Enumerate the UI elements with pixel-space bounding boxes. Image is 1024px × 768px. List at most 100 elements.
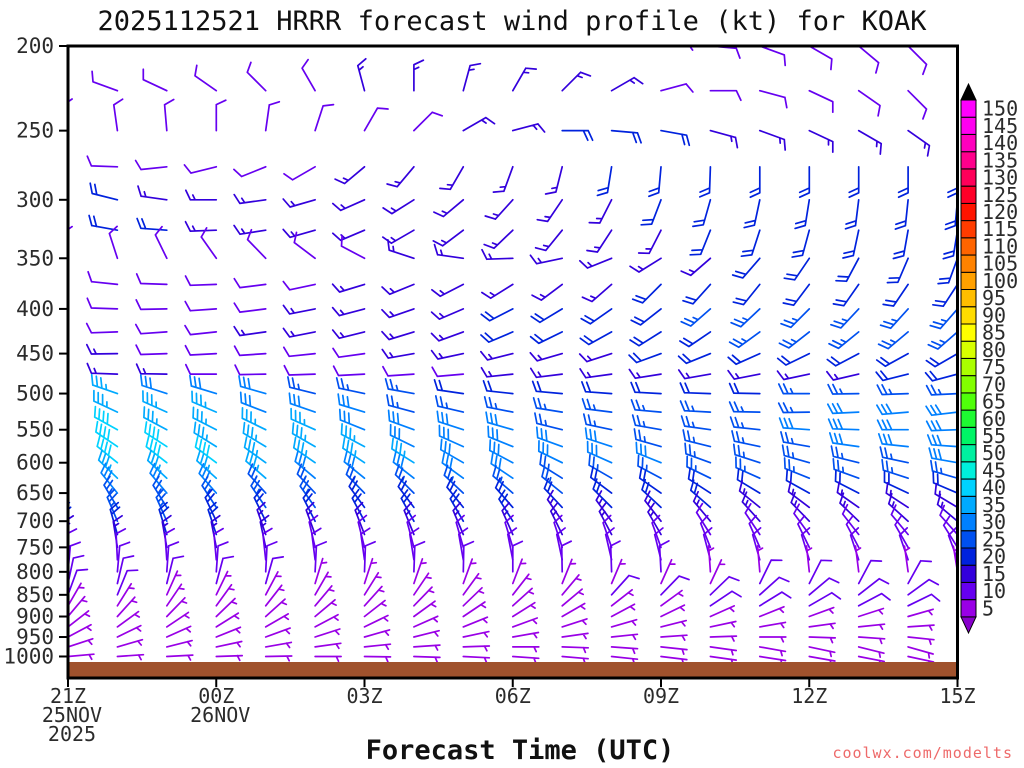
wind-barb [689, 479, 712, 509]
wind-barb [194, 435, 218, 464]
colorbar-box [960, 444, 977, 463]
colorbar-box [960, 547, 977, 566]
wind-barb [709, 646, 738, 656]
colorbar-label: 115 [982, 217, 1018, 241]
wind-barb [363, 655, 392, 663]
wind-barb [149, 462, 168, 494]
wind-barb [928, 447, 958, 464]
wind-barb [431, 283, 465, 298]
wind-barb [363, 643, 392, 651]
wind-barb [727, 369, 761, 380]
wind-barb [692, 198, 712, 228]
x-tick-label: 09Z [643, 684, 679, 708]
colorbar-box [960, 151, 977, 170]
wind-barb [501, 501, 514, 536]
colorbar-box [960, 392, 977, 411]
wind-barb [215, 654, 244, 662]
wind-barb [135, 363, 168, 375]
wind-barb [253, 488, 267, 523]
wind-barb [184, 220, 218, 232]
wind-barb [709, 590, 742, 607]
color-scale: 5101520253035404550556065707580859095100… [960, 82, 1018, 635]
wind-barb [731, 430, 761, 448]
wind-barb [314, 103, 335, 132]
wind-barb [581, 381, 613, 395]
wind-barb [282, 280, 316, 291]
wind-barb [85, 343, 119, 355]
wind-barb [857, 577, 890, 596]
wind-barb [246, 61, 267, 92]
wind-barb [830, 308, 860, 329]
wind-barb [628, 368, 662, 380]
wind-barb [758, 46, 787, 67]
wind-barb [956, 646, 958, 648]
colorbar-box [960, 478, 977, 497]
colorbar-label: 100 [982, 269, 1018, 293]
colorbar-label: 125 [982, 183, 1018, 207]
wind-barb [431, 366, 465, 378]
wind-barb [96, 435, 119, 464]
wind-barb [610, 574, 640, 596]
wind-barb [282, 327, 316, 338]
wind-barb [777, 383, 811, 395]
wind-barb [193, 421, 218, 448]
wind-barb [511, 587, 535, 607]
wind-barb [944, 198, 958, 231]
wind-barb [531, 380, 564, 395]
colorbar-box [960, 426, 977, 446]
wind-barb [241, 406, 267, 431]
wind-barb [86, 155, 119, 168]
x-tick-label: 06Z [495, 684, 531, 708]
wind-barb [727, 352, 761, 366]
wind-barb [264, 571, 282, 596]
wind-barb [387, 238, 415, 260]
wind-barb [758, 89, 788, 109]
wind-barb [875, 352, 909, 368]
wind-barb [740, 229, 761, 258]
wind-barb [677, 369, 712, 380]
wind-barb [886, 257, 909, 284]
wind-barb [340, 423, 366, 448]
wind-barb [183, 164, 218, 174]
wind-barb [630, 308, 662, 326]
wind-barb [68, 623, 92, 638]
wind-barb [939, 504, 958, 536]
colorbar-label: 145 [982, 114, 1018, 138]
y-tick-label: 900 [16, 605, 54, 629]
colorbar-box [960, 271, 977, 290]
wind-barb [215, 583, 235, 607]
wind-barb [680, 257, 712, 277]
wind-barb [937, 257, 958, 285]
wind-barb [679, 331, 712, 348]
wind-barb [580, 308, 613, 325]
wind-barb [684, 442, 712, 464]
wind-barb [116, 596, 138, 618]
colorbar-box [960, 237, 977, 256]
wind-barb [630, 399, 662, 413]
colorbar-box [960, 599, 977, 618]
wind-barb [381, 308, 415, 319]
wind-barb [808, 559, 833, 585]
wind-barb [629, 331, 662, 347]
y-tick-label: 800 [16, 560, 54, 584]
wind-barb [738, 479, 761, 509]
wind-barb [758, 636, 787, 643]
wind-barb [511, 540, 524, 573]
y-tick-label: 200 [16, 34, 54, 58]
wind-barb [135, 299, 168, 311]
wind-barb [776, 352, 811, 366]
wind-barb [134, 323, 168, 335]
wind-barb [805, 545, 813, 573]
wind-barb [314, 628, 341, 638]
wind-barb [234, 364, 267, 376]
wind-barb [947, 165, 958, 199]
wind-barb [103, 475, 119, 509]
colorbar-label: 85 [982, 321, 1006, 345]
wind-barb [544, 165, 564, 195]
wind-barb [413, 558, 427, 585]
wind-barb [791, 229, 811, 258]
colorbar-box [960, 168, 977, 187]
wind-barb [894, 515, 909, 549]
wind-barb [857, 623, 886, 631]
watermark-link[interactable]: coolwx.com/modelts [832, 744, 1013, 762]
